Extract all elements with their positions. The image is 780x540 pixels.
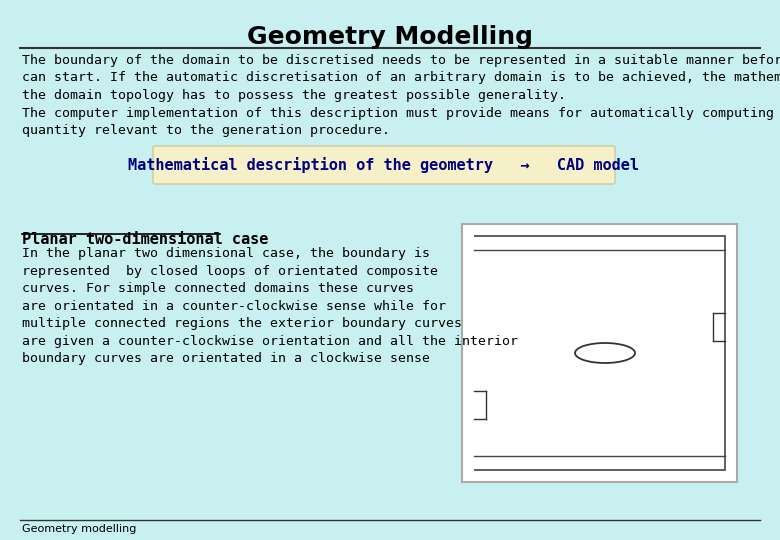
Text: Planar two-dimensional case: Planar two-dimensional case [22,232,268,247]
FancyBboxPatch shape [153,146,615,184]
Text: Mathematical description of the geometry   →   CAD model: Mathematical description of the geometry… [129,157,640,173]
Text: Geometry modelling: Geometry modelling [22,524,136,534]
Text: The boundary of the domain to be discretised needs to be represented in a suitab: The boundary of the domain to be discret… [22,54,780,137]
FancyBboxPatch shape [462,224,737,482]
Text: In the planar two dimensional case, the boundary is
represented  by closed loops: In the planar two dimensional case, the … [22,247,518,365]
Text: Geometry Modelling: Geometry Modelling [247,25,533,49]
